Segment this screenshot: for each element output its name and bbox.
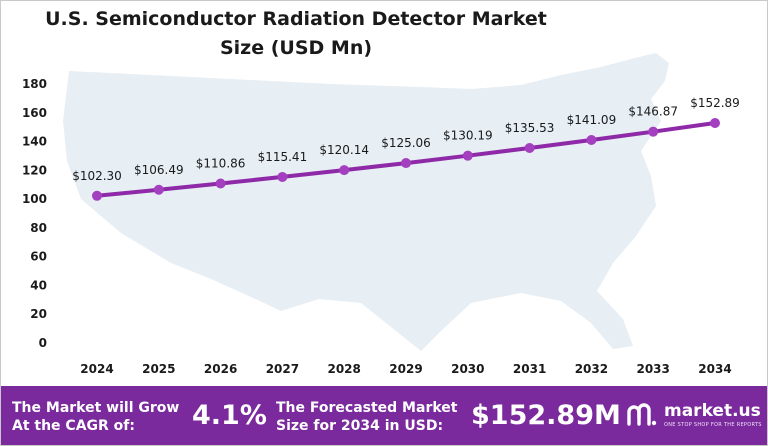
logo-name: market.us — [664, 401, 761, 421]
y-tick-label: 0 — [39, 336, 47, 350]
chart-title-line-1: U.S. Semiconductor Radiation Detector Ma… — [45, 8, 547, 30]
y-tick-label: 80 — [30, 221, 47, 235]
data-point — [92, 190, 102, 201]
x-tick-label: 2026 — [204, 362, 237, 376]
x-tick-label: 2033 — [636, 362, 669, 376]
data-label: $135.53 — [505, 121, 555, 135]
data-point — [277, 171, 288, 182]
chart-title-line-2: Size (USD Mn) — [219, 37, 373, 59]
x-axis: 2024 2025 2026 2027 2028 2029 2030 2031 2032 2033… — [80, 362, 731, 376]
data-label: $146.87 — [628, 105, 678, 119]
y-tick-label: 40 — [30, 278, 47, 292]
y-tick-label: 20 — [30, 307, 47, 321]
data-label: $152.89 — [690, 96, 740, 110]
x-tick-label: 2027 — [266, 362, 299, 376]
x-tick-label: 2031 — [513, 362, 546, 376]
us-map-silhouette — [63, 53, 669, 351]
data-point — [215, 178, 226, 189]
cagr-value: 4.1% — [192, 400, 267, 431]
data-label: $102.30 — [72, 169, 122, 183]
forecast-caption-line-1: The Forecasted Market — [276, 400, 458, 416]
forecast-caption: The Forecasted Market Size for 2034 in U… — [276, 399, 457, 435]
cagr-caption: The Market will Grow At the CAGR of: — [12, 399, 179, 435]
forecast-value: $152.89M — [471, 400, 621, 431]
y-tick-label: 100 — [22, 192, 47, 206]
data-point — [401, 158, 411, 169]
chart-title: U.S. Semiconductor Radiation Detector Ma… — [1, 5, 591, 63]
market-us-logo: market.us ONE STOP SHOP FOR THE REPORTS — [626, 400, 766, 436]
data-labels: $102.30 $106.49 $110.86 $115.41 $120.14 $125.… — [72, 96, 740, 183]
logo-tagline: ONE STOP SHOP FOR THE REPORTS — [664, 422, 762, 428]
forecast-caption-line-2: Size for 2034 in USD: — [276, 418, 444, 434]
data-label: $120.14 — [319, 143, 369, 157]
data-label: $130.19 — [443, 129, 493, 143]
footer-banner: The Market will Grow At the CAGR of: 4.1… — [1, 386, 767, 445]
x-tick-label: 2029 — [389, 362, 422, 376]
y-axis: 0 20 40 60 80 100 120 140 160 180 — [22, 77, 47, 350]
y-tick-label: 60 — [30, 250, 47, 264]
cagr-caption-line-1: The Market will Grow — [12, 400, 180, 416]
data-point — [339, 165, 350, 176]
data-point — [524, 142, 535, 153]
data-point — [586, 134, 597, 145]
data-point — [462, 150, 473, 161]
market-us-logo-icon — [627, 403, 657, 426]
data-label: $141.09 — [567, 113, 617, 127]
y-tick-label: 160 — [22, 106, 47, 120]
x-tick-label: 2024 — [80, 362, 113, 376]
x-tick-label: 2025 — [142, 362, 175, 376]
cagr-caption-line-2: At the CAGR of: — [12, 418, 135, 434]
data-point — [648, 126, 659, 137]
y-tick-label: 180 — [22, 77, 47, 91]
x-tick-label: 2030 — [451, 362, 484, 376]
data-point — [710, 118, 720, 129]
data-label: $110.86 — [196, 156, 246, 170]
y-tick-label: 140 — [22, 135, 47, 149]
data-label: $125.06 — [381, 136, 431, 150]
data-label: $115.41 — [258, 150, 308, 164]
x-tick-label: 2034 — [698, 362, 731, 376]
x-tick-label: 2028 — [327, 362, 360, 376]
data-label: $106.49 — [134, 163, 184, 177]
x-tick-label: 2032 — [575, 362, 608, 376]
series-line — [92, 118, 720, 201]
data-point — [153, 184, 164, 195]
y-tick-label: 120 — [22, 163, 47, 177]
